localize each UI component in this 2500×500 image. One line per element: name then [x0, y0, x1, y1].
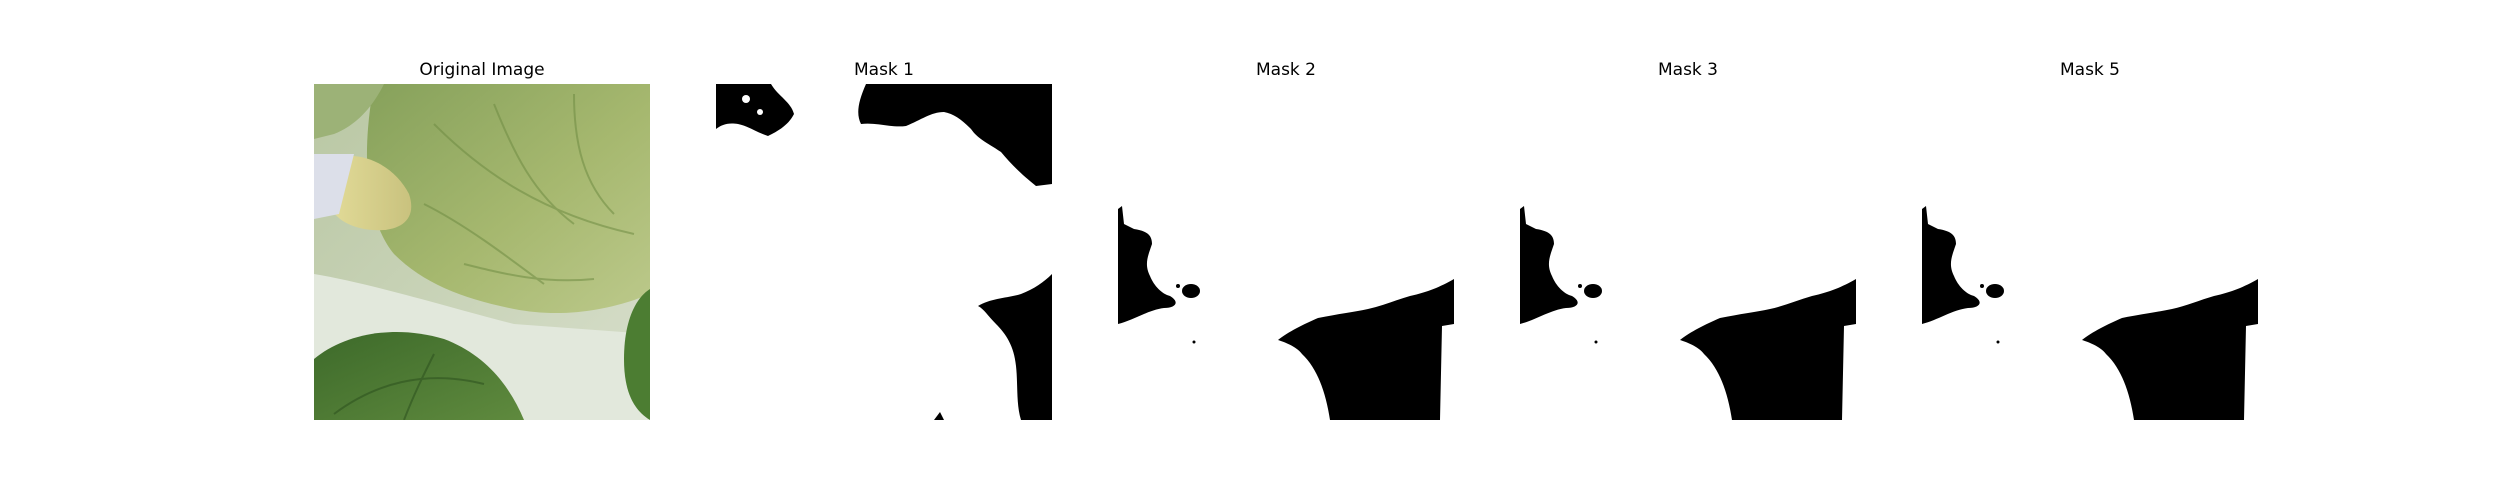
panel-title: Mask 3	[1657, 60, 1718, 80]
mask-3-image	[1520, 84, 1856, 420]
mask-region-top-right	[858, 84, 1052, 186]
mask-region-right	[1680, 279, 1856, 420]
panel-title: Mask 2	[1255, 60, 1316, 80]
mask-region-right	[2082, 279, 2258, 420]
mask-blob	[1182, 284, 1200, 298]
mask-sliver	[934, 412, 944, 420]
mask-blob	[1986, 284, 2004, 298]
panel-mask-1: Mask 1	[716, 0, 1052, 500]
mask-dot	[1980, 284, 1984, 288]
mask-region-left	[1922, 206, 1980, 324]
original-image	[314, 84, 650, 420]
leaf-veins	[423, 93, 635, 285]
panel-mask-5: Mask 5	[1922, 0, 2258, 500]
mask-hole	[757, 109, 763, 115]
panel-title: Original Image	[419, 60, 545, 80]
mask-region-right	[1278, 279, 1454, 420]
panel-title: Mask 5	[2059, 60, 2120, 80]
pale-blur	[314, 154, 354, 219]
mask-dot	[1578, 284, 1582, 288]
mask-dot	[1176, 284, 1180, 288]
panel-mask-2: Mask 2	[1118, 0, 1454, 500]
mask-1-image	[716, 84, 1052, 420]
mask-blob	[1584, 284, 1602, 298]
mask-dot	[1996, 340, 2000, 344]
mask-region-top-left	[716, 84, 794, 136]
right-edge-leaf	[624, 289, 650, 420]
mask-region-left	[1118, 206, 1176, 324]
panel-mask-3: Mask 3	[1520, 0, 1856, 500]
bottom-left-leaf	[314, 331, 524, 420]
leaf-tip-left	[314, 84, 384, 139]
bottom-leaf-veins	[333, 353, 485, 420]
mask-region-bottom-right	[978, 274, 1052, 420]
mask-region-left	[1520, 206, 1578, 324]
mask-5-image	[1922, 84, 2258, 420]
panel-original-image: Original Image	[314, 0, 650, 500]
upper-leaf	[366, 84, 650, 314]
mask-dot	[1594, 340, 1598, 344]
mask-hole	[742, 95, 750, 103]
mask-2-image	[1118, 84, 1454, 420]
mask-dot	[1192, 340, 1196, 344]
panel-title: Mask 1	[853, 60, 914, 80]
